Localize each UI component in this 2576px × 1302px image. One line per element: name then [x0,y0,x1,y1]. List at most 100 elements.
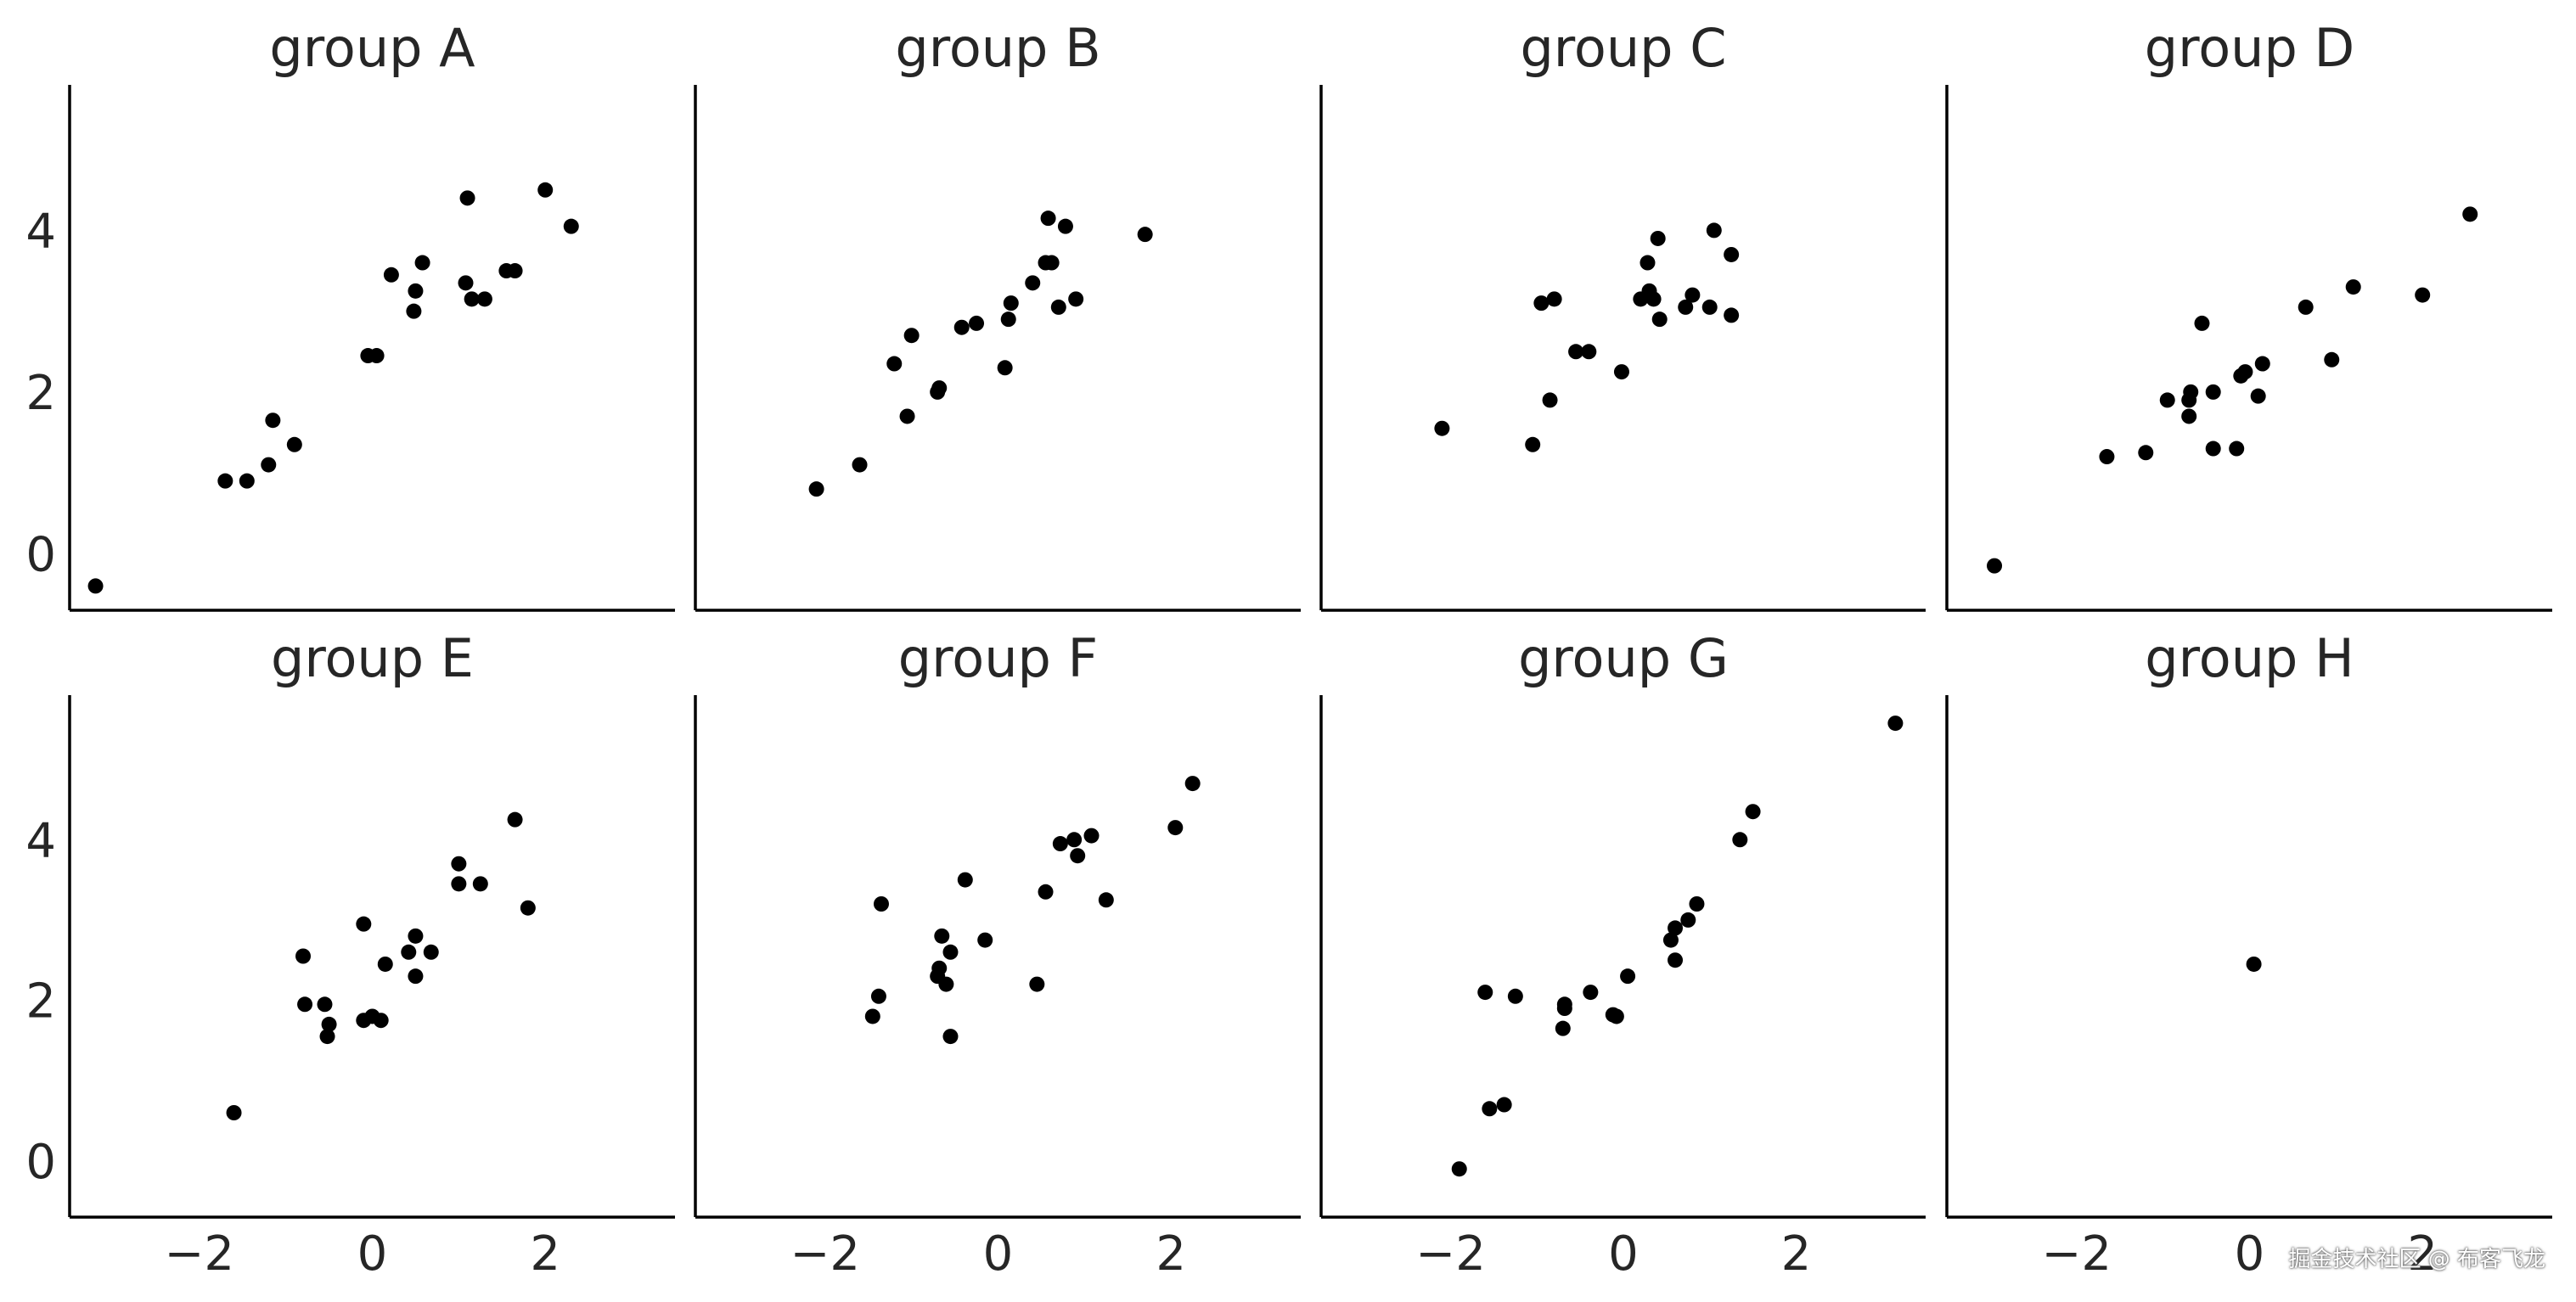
data-point [1542,392,1558,408]
data-point [2345,279,2361,295]
data-point [2237,364,2253,380]
data-point [852,457,868,473]
data-point [1167,820,1184,836]
data-point [2246,956,2262,972]
data-point [226,1105,242,1120]
y-tick-label: 2 [25,974,56,1030]
data-point [899,408,915,424]
data-point [1685,287,1701,303]
data-point [1608,1008,1624,1024]
data-point [1507,988,1523,1004]
data-point [903,328,920,344]
data-point [563,218,579,234]
data-point [886,356,903,372]
data-point [1887,716,1904,732]
data-point [1052,836,1068,852]
panel-title: group H [2145,627,2354,689]
data-point [317,996,333,1013]
panel-title: group A [269,17,475,79]
data-point [373,1013,389,1029]
data-point [1038,884,1054,900]
x-tick-label: 2 [2407,1226,2438,1282]
data-point [1678,299,1694,315]
data-point [1482,1101,1498,1117]
data-point [1137,227,1153,243]
panel-group-d: group D [1945,17,2552,612]
data-point [297,996,313,1013]
data-point [2462,206,2478,222]
data-point [1651,311,1668,328]
data-point [1689,896,1705,912]
data-point [1066,832,1083,848]
data-point [1496,1097,1512,1113]
data-point [997,360,1013,376]
data-point [319,1029,335,1045]
data-point [1701,299,1718,315]
y-tick-label: 0 [25,527,56,582]
data-point [938,976,954,992]
panel-group-h: group H −2 0 2 [1945,627,2552,1282]
data-point [87,578,104,594]
x-tick-label: 0 [357,1226,388,1282]
panel-group-b: group B [694,17,1301,612]
data-point [808,481,824,497]
data-point [1098,892,1114,908]
data-point [873,896,889,912]
x-tick-label: 2 [530,1226,560,1282]
data-point [1620,968,1636,985]
data-point [2205,384,2221,400]
y-tick-label: 2 [25,366,56,421]
data-point [401,944,417,960]
data-point [1724,307,1740,323]
data-point [1724,246,1740,262]
data-point [2138,445,2154,461]
data-point [2205,441,2221,457]
y-tick-label: 4 [25,813,56,868]
data-point [942,944,959,960]
data-point [265,412,281,429]
data-point [472,876,488,892]
data-point [1000,311,1016,328]
data-point [1025,275,1041,291]
data-point [217,473,233,489]
panel-group-c: group C [1319,17,1926,612]
data-point [1987,558,2003,574]
data-point [507,263,523,279]
data-point [1583,985,1599,1001]
data-point [864,1008,880,1024]
panel-title: group E [271,627,474,689]
data-point [1525,436,1541,452]
x-tick-label: 0 [2235,1226,2265,1282]
data-point [2229,441,2245,457]
x-tick-label: −2 [165,1226,235,1282]
data-point [1434,420,1450,436]
data-point [2181,408,2197,424]
panel-title: group C [1520,17,1726,79]
y-tick-label: 4 [25,204,56,259]
data-point [537,182,554,198]
x-tick-label: 2 [1781,1226,1812,1282]
data-point [2183,384,2199,400]
data-point [1732,832,1748,848]
data-point [423,944,439,960]
data-point [1568,344,1584,360]
data-point [459,190,475,206]
data-point [406,303,422,319]
data-point [464,291,480,307]
x-tick-label: −2 [1415,1226,1486,1282]
panel-title: group B [895,17,1100,79]
data-point [1043,255,1060,271]
data-point [1050,299,1066,315]
data-point [1662,932,1679,948]
data-point [977,932,993,948]
x-tick-label: 0 [1608,1226,1639,1282]
data-point [1477,985,1493,1001]
data-point [1745,804,1761,820]
data-point [1003,295,1019,311]
data-point [2324,351,2340,368]
data-point [356,916,372,932]
data-point [1555,1020,1571,1036]
data-point [286,436,302,452]
data-point [377,956,393,972]
